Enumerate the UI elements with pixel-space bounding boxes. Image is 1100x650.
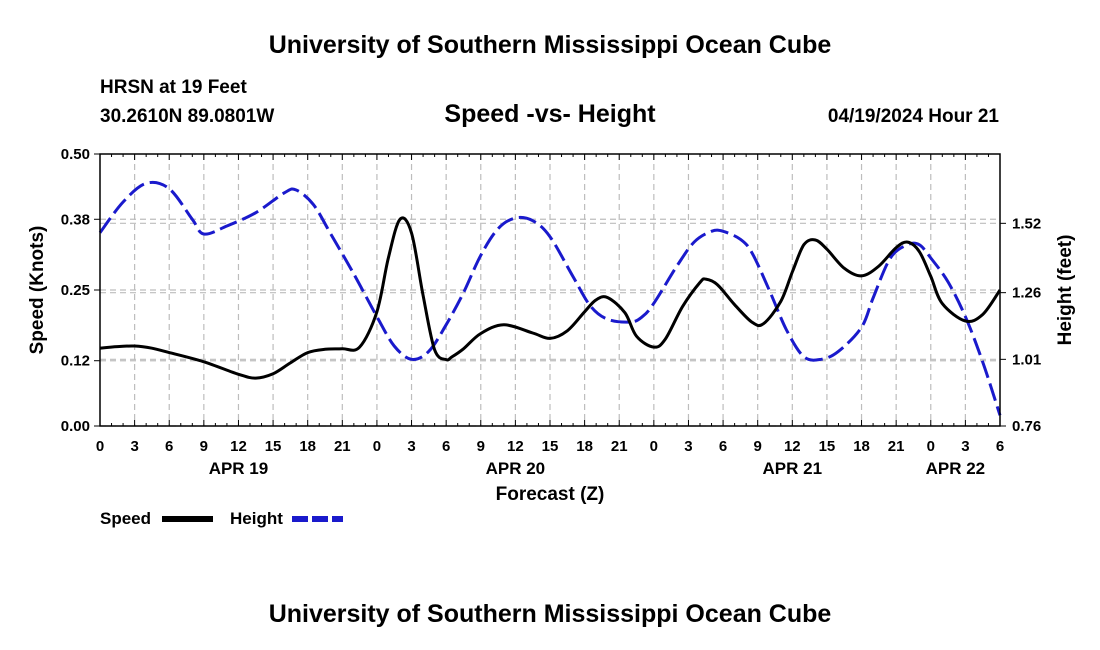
y2-tick-label: 1.01 [1012,351,1041,368]
x-tick-label: 0 [927,438,935,455]
y-tick-label: 0.12 [61,353,90,370]
chart-title: Speed -vs- Height [444,100,656,128]
x-tick-label: 3 [961,438,969,455]
date-label: APR 22 [926,459,986,478]
x-axis-title: Forecast (Z) [496,484,605,505]
x-tick-label: 6 [996,438,1004,455]
y-tick-label: 0.00 [61,418,90,435]
page-title: University of Southern Mississippi Ocean… [268,31,832,59]
date-label: APR 19 [209,459,269,478]
x-tick-label: 12 [507,438,524,455]
grid [100,154,1000,427]
y-tick-label: 0.25 [61,282,90,299]
x-tick-label: 9 [477,438,485,455]
x-tick-label: 21 [888,438,905,455]
x-tick-label: 15 [542,438,559,455]
x-tick-label: 12 [784,438,801,455]
x-tick-label: 6 [442,438,450,455]
legend-speed-label: Speed [100,509,152,528]
footer-title: University of Southern Mississippi Ocean… [268,600,832,628]
x-tick-label: 6 [165,438,173,455]
x-tick-label: 0 [96,438,104,455]
legend-height-label: Height [230,509,283,528]
x-tick-label: 12 [230,438,247,455]
x-tick-label: 9 [200,438,208,455]
speed-height-chart: 0 3 6 9 12 15 18 21 0 3 6 9 12 15 18 21 0 3 6 9 12 15 18 21 0 3 6A… [27,146,1076,505]
y2-axis-title: Height (feet) [1055,235,1076,346]
y2-tick-label: 1.52 [1012,215,1041,232]
date-label: APR 21 [763,459,823,478]
y-tick-label: 0.50 [61,146,90,163]
x-tick-label: 15 [819,438,836,455]
axes: 0 3 6 9 12 15 18 21 0 3 6 9 12 15 18 21 0 3 6 9 12 15 18 21 0 3 6A… [61,146,1041,478]
x-tick-label: 15 [265,438,282,455]
series-layer [98,180,1002,416]
series-line-speed [99,216,1002,380]
y2-tick-label: 1.26 [1012,285,1041,302]
x-tick-label: 21 [611,438,628,455]
forecast-datetime: 04/19/2024 Hour 21 [827,106,999,127]
date-label: APR 20 [486,459,546,478]
x-tick-label: 0 [373,438,381,455]
x-tick-label: 9 [754,438,762,455]
legend-speed-swatch [162,516,213,522]
x-tick-label: 18 [853,438,870,455]
y-tick-label: 0.38 [61,211,90,228]
series-line-height [98,180,1002,416]
y2-tick-label: 0.76 [1012,418,1041,435]
legend-height-swatch [292,516,343,522]
x-tick-label: 3 [407,438,415,455]
x-tick-label: 0 [650,438,658,455]
station-coordinates: 30.2610N 89.0801W [100,106,275,127]
x-tick-label: 6 [719,438,727,455]
y-axis-title: Speed (Knots) [27,226,48,355]
x-tick-label: 3 [130,438,138,455]
x-tick-label: 3 [684,438,692,455]
x-tick-label: 21 [334,438,351,455]
x-tick-label: 18 [576,438,593,455]
x-tick-label: 18 [299,438,316,455]
station-label: HRSN at 19 Feet [100,77,247,98]
